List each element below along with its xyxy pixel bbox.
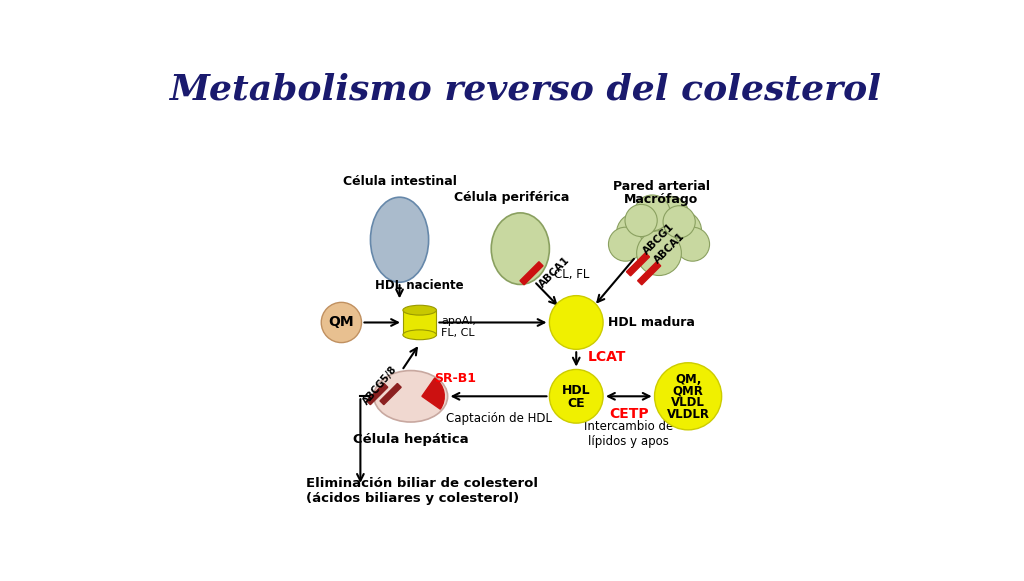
Circle shape: [676, 227, 710, 261]
Circle shape: [637, 231, 681, 275]
Text: QM: QM: [329, 315, 354, 329]
Bar: [367, 383, 388, 404]
Text: Célula hepática: Célula hepática: [353, 433, 469, 446]
Text: SR-B1: SR-B1: [434, 372, 476, 385]
Text: Célula intestinal: Célula intestinal: [343, 175, 457, 188]
Circle shape: [616, 213, 656, 253]
Text: CL, FL: CL, FL: [554, 268, 589, 281]
Text: Pared arterial: Pared arterial: [612, 180, 710, 192]
Text: HDL madura: HDL madura: [607, 316, 694, 329]
Bar: [380, 383, 401, 404]
Circle shape: [550, 370, 603, 423]
Circle shape: [322, 302, 361, 343]
Ellipse shape: [374, 371, 447, 422]
Circle shape: [550, 296, 603, 349]
Wedge shape: [422, 378, 444, 409]
Ellipse shape: [402, 305, 436, 315]
Text: ABCA1: ABCA1: [537, 254, 571, 289]
Ellipse shape: [492, 213, 550, 285]
Text: ABCG5/8: ABCG5/8: [361, 364, 399, 407]
Circle shape: [654, 363, 722, 430]
Text: HDL: HDL: [562, 383, 591, 397]
Circle shape: [635, 217, 684, 267]
Text: LCAT: LCAT: [588, 350, 626, 364]
Text: CE: CE: [567, 397, 585, 410]
Circle shape: [651, 196, 689, 234]
Text: Intercambio de
lípidos y apos: Intercambio de lípidos y apos: [584, 420, 674, 449]
Text: VLDLR: VLDLR: [667, 408, 710, 421]
Bar: [402, 310, 436, 335]
Text: CETP: CETP: [609, 407, 648, 421]
Text: QMR: QMR: [673, 385, 703, 397]
Circle shape: [662, 211, 701, 251]
Circle shape: [635, 195, 670, 231]
Text: ABCA1: ABCA1: [652, 231, 687, 266]
Text: QM,: QM,: [675, 373, 701, 386]
Text: Metabolismo reverso del colesterol: Metabolismo reverso del colesterol: [169, 73, 881, 107]
Text: Macrófago: Macrófago: [624, 193, 698, 206]
Bar: [627, 253, 649, 276]
Ellipse shape: [402, 330, 436, 340]
Circle shape: [608, 227, 642, 261]
Circle shape: [625, 205, 657, 236]
Bar: [638, 261, 660, 285]
Text: VLDL: VLDL: [671, 396, 706, 409]
Ellipse shape: [371, 197, 429, 282]
Text: ABCG1: ABCG1: [641, 222, 676, 257]
Bar: [520, 261, 543, 285]
Text: apoAI,
FL, CL: apoAI, FL, CL: [441, 316, 476, 338]
Text: Eliminación biliar de colesterol: Eliminación biliar de colesterol: [305, 477, 538, 490]
Text: (ácidos biliares y colesterol): (ácidos biliares y colesterol): [305, 492, 519, 505]
Text: Captación de HDL: Captación de HDL: [445, 412, 552, 425]
Text: Célula periférica: Célula periférica: [454, 191, 569, 204]
Circle shape: [663, 206, 695, 238]
Text: HDL naciente: HDL naciente: [376, 279, 464, 292]
